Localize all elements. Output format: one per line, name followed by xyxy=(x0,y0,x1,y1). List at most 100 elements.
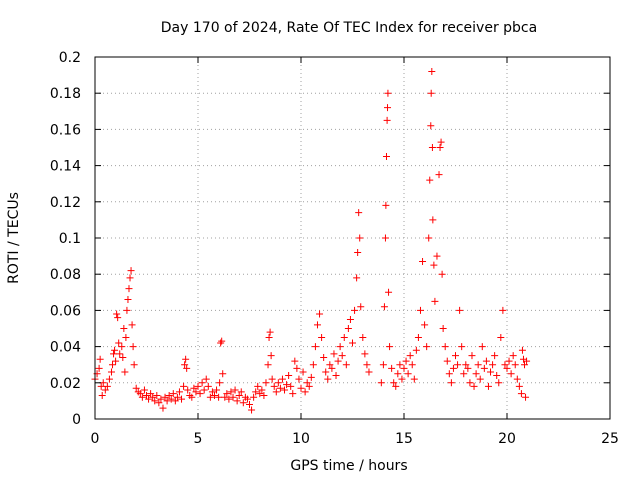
data-point xyxy=(521,361,529,369)
data-point xyxy=(349,339,356,347)
data-points xyxy=(91,67,531,414)
data-point xyxy=(130,361,138,369)
data-point xyxy=(118,343,126,351)
data-point xyxy=(425,234,433,242)
data-point xyxy=(95,364,103,372)
data-point xyxy=(344,325,352,332)
data-point xyxy=(462,361,470,369)
data-point xyxy=(204,382,212,390)
data-point xyxy=(198,379,206,387)
data-point xyxy=(138,393,146,401)
data-point xyxy=(132,384,140,392)
data-point xyxy=(476,375,484,383)
y-tick-label: 0.14 xyxy=(50,159,81,175)
data-point xyxy=(96,355,104,363)
data-point xyxy=(433,252,441,260)
data-point xyxy=(449,364,457,372)
data-point xyxy=(334,357,342,365)
y-tick-label: 0.2 xyxy=(59,50,81,66)
data-point xyxy=(363,361,371,369)
data-point xyxy=(229,393,237,401)
data-point xyxy=(445,370,453,378)
y-tick-label: 0.06 xyxy=(50,303,81,319)
data-point xyxy=(124,296,132,304)
data-point xyxy=(295,375,303,383)
x-tick-labels: 0 5 10 15 20 25 xyxy=(91,431,619,447)
data-point xyxy=(157,395,165,403)
data-point xyxy=(173,393,181,401)
data-point xyxy=(105,375,113,383)
data-point xyxy=(435,171,443,179)
data-point xyxy=(215,393,223,401)
data-point xyxy=(182,355,190,363)
data-point xyxy=(346,315,354,323)
data-point xyxy=(489,361,497,369)
data-point xyxy=(116,350,124,358)
data-point xyxy=(126,274,134,282)
data-point xyxy=(120,325,128,332)
data-point xyxy=(149,393,157,401)
data-point xyxy=(332,372,340,380)
y-tick-label: 0.04 xyxy=(50,340,81,356)
data-point xyxy=(330,350,338,358)
data-point xyxy=(258,386,266,394)
data-point xyxy=(428,144,436,151)
data-point xyxy=(287,382,295,390)
data-point xyxy=(123,306,131,314)
data-point xyxy=(426,176,434,184)
data-point xyxy=(423,343,431,351)
data-point xyxy=(386,343,394,351)
data-point xyxy=(458,343,466,351)
data-point xyxy=(303,379,311,387)
data-point xyxy=(225,395,233,403)
data-point xyxy=(353,274,361,282)
data-point xyxy=(468,352,476,360)
data-point xyxy=(291,357,299,365)
data-point xyxy=(443,357,451,365)
data-point xyxy=(227,388,235,396)
data-point xyxy=(178,395,186,403)
data-point xyxy=(208,388,216,396)
data-point xyxy=(396,361,404,369)
data-point xyxy=(456,306,464,314)
data-point xyxy=(454,361,462,369)
data-point xyxy=(394,370,402,378)
data-point xyxy=(181,361,189,369)
data-point xyxy=(175,388,183,396)
data-point xyxy=(188,393,196,401)
data-point xyxy=(511,361,519,369)
data-point xyxy=(184,386,192,394)
data-point xyxy=(495,379,503,387)
y-tick-label: 0 xyxy=(72,412,81,428)
data-point xyxy=(384,104,392,112)
data-point xyxy=(428,67,436,75)
x-tick-label: 10 xyxy=(292,431,310,447)
data-point xyxy=(354,248,362,256)
data-point xyxy=(147,390,155,398)
data-point xyxy=(192,388,200,396)
data-point xyxy=(107,368,115,376)
data-point xyxy=(359,334,367,342)
data-point xyxy=(129,343,137,351)
data-point xyxy=(217,339,225,347)
data-point xyxy=(246,401,253,409)
data-point xyxy=(416,306,424,314)
data-point xyxy=(143,391,150,399)
y-tick-label: 0.02 xyxy=(50,376,81,392)
data-point xyxy=(383,116,391,124)
data-point xyxy=(430,261,438,269)
data-point xyxy=(482,357,490,365)
data-point xyxy=(515,382,523,390)
data-point xyxy=(497,334,505,342)
data-point xyxy=(223,390,231,398)
data-point xyxy=(167,395,175,403)
data-point xyxy=(128,321,136,329)
data-point xyxy=(153,391,161,399)
data-point xyxy=(320,353,328,361)
data-point xyxy=(365,368,373,376)
y-axis-label: ROTI / TECUs xyxy=(6,192,22,284)
x-tick-label: 15 xyxy=(395,431,413,447)
data-point xyxy=(523,357,531,365)
data-point xyxy=(324,375,332,383)
data-point xyxy=(460,370,468,378)
